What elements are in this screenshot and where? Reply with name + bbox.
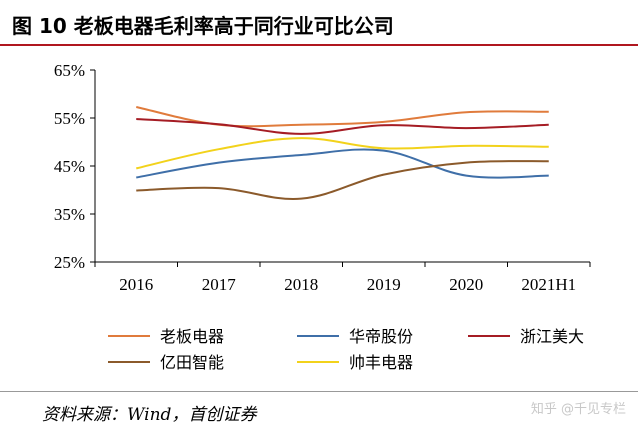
x-tick-label: 2020 — [449, 275, 483, 294]
x-tick-label: 2019 — [367, 275, 401, 294]
source-divider — [0, 391, 638, 392]
x-tick-label: 2017 — [202, 275, 237, 294]
chart-axes: 65% 55% 45% 35% 25% 2016 2017 2018 2019 2020 2021H… — [54, 61, 591, 294]
y-tick-label: 65% — [54, 61, 85, 80]
figure-title: 图 10 老板电器毛利率高于同行业可比公司 — [12, 14, 394, 38]
x-tick-label: 2018 — [284, 275, 318, 294]
y-tick-label: 45% — [54, 157, 85, 176]
x-tick-label: 2021H1 — [521, 275, 576, 294]
y-tick-label: 55% — [54, 109, 85, 128]
series-line-2 — [136, 148, 549, 179]
legend-label: 华帝股份 — [349, 327, 413, 346]
series-line-4 — [136, 160, 549, 200]
title-bar: 图 10 老板电器毛利率高于同行业可比公司 — [0, 0, 638, 46]
y-tick-label: 35% — [54, 205, 85, 224]
legend-label: 亿田智能 — [160, 353, 224, 372]
legend-label: 浙江美大 — [520, 327, 584, 346]
line-chart: 65% 55% 45% 35% 25% 2016 2017 2018 2019 2020 2021H… — [54, 61, 591, 372]
watermark: 知乎 @千见专栏 — [530, 402, 626, 417]
legend-label: 老板电器 — [160, 327, 224, 346]
series-line-3 — [136, 117, 549, 135]
x-tick-label: 2016 — [119, 275, 153, 294]
y-tick-label: 25% — [54, 253, 85, 272]
series-line-5 — [136, 137, 549, 170]
legend-label: 帅丰电器 — [349, 353, 413, 372]
source-note: 资料来源：Wind，首创证券 — [42, 405, 257, 425]
chart-series — [136, 105, 549, 200]
